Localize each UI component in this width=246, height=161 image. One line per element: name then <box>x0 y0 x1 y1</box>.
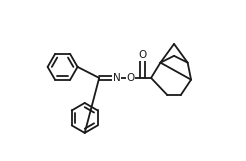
Text: N: N <box>113 73 120 83</box>
Text: O: O <box>138 50 147 60</box>
Text: O: O <box>126 73 135 83</box>
